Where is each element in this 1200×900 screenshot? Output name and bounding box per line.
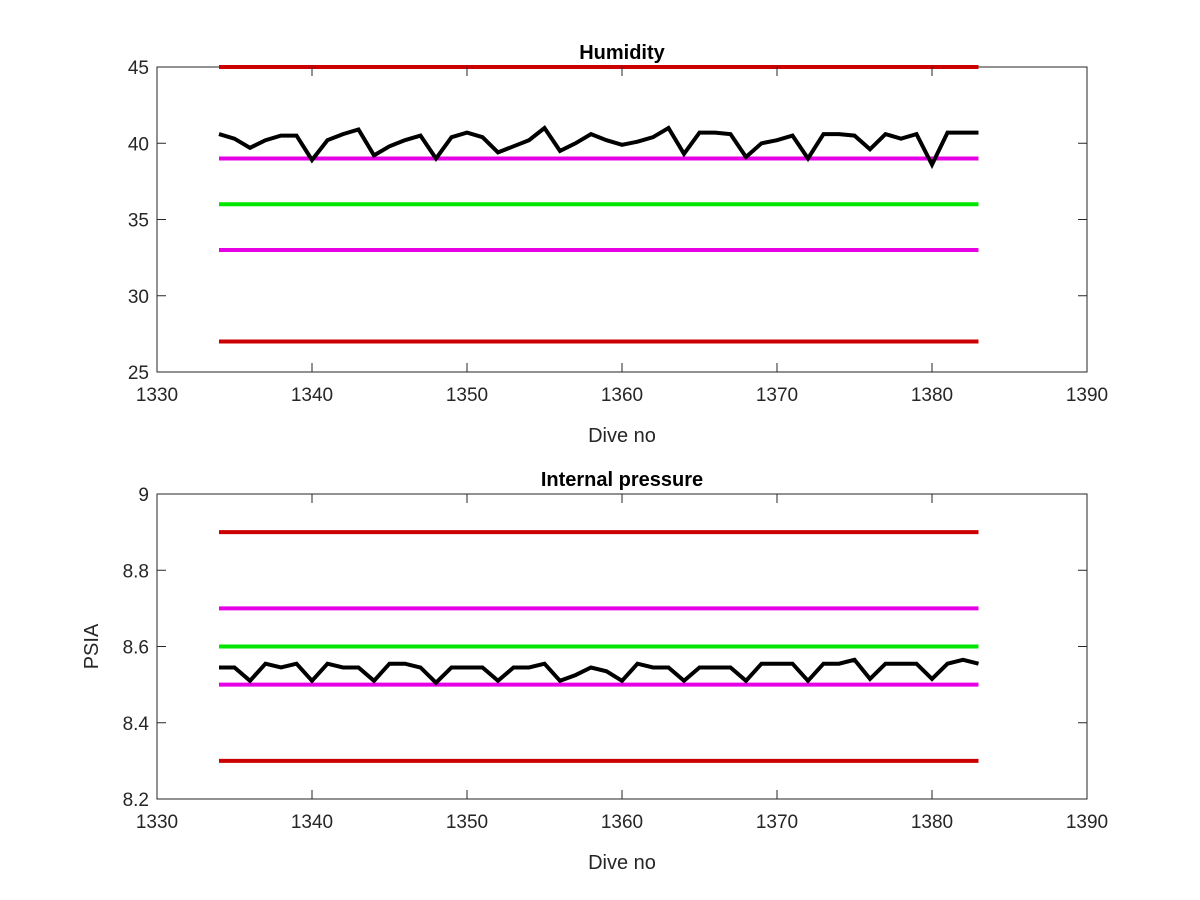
- y-tick-label: 45: [128, 58, 149, 79]
- x-tick-label: 1390: [1066, 812, 1108, 833]
- x-tick-label: 1370: [756, 812, 798, 833]
- x-tick-label: 1370: [756, 385, 798, 406]
- y-tick-label: 40: [128, 134, 149, 155]
- x-tick-label: 1330: [136, 385, 178, 406]
- y-tick-label: 9: [138, 485, 149, 506]
- y-tick-label: 25: [128, 363, 149, 384]
- chart-title: Humidity: [579, 42, 665, 64]
- x-axis-label: Dive no: [588, 852, 656, 874]
- axes-box: [156, 66, 1088, 373]
- x-tick-label: 1380: [911, 385, 953, 406]
- y-tick-label: 30: [128, 287, 149, 308]
- chart-title: Internal pressure: [541, 469, 703, 491]
- x-tick-label: 1350: [446, 812, 488, 833]
- x-tick-label: 1390: [1066, 385, 1108, 406]
- x-tick-label: 1350: [446, 385, 488, 406]
- x-tick-label: 1380: [911, 812, 953, 833]
- data-series-line: [219, 657, 979, 686]
- y-axis-label: PSIA: [81, 623, 103, 669]
- x-tick-label: 1340: [291, 385, 333, 406]
- x-tick-label: 1360: [601, 385, 643, 406]
- y-tick-label: 8.2: [123, 790, 149, 811]
- x-tick-label: 1340: [291, 812, 333, 833]
- y-tick-label: 8.4: [123, 714, 150, 735]
- data-series-line: [218, 125, 979, 170]
- x-axis-label: Dive no: [588, 425, 656, 447]
- x-tick-label: 1360: [601, 812, 643, 833]
- y-tick-label: 8.8: [123, 561, 149, 582]
- y-tick-label: 35: [128, 211, 149, 232]
- internal-pressure-subplot: 1330 1340 1350 1360 1370 1380 1390 8.2 8.4 8.6 8.8…: [81, 469, 1108, 874]
- humidity-subplot: 1330 1340 1350 1360 1370 1380 1390 25 30 35 40 45 Hu…: [128, 42, 1108, 447]
- y-tick-label: 8.6: [123, 638, 149, 659]
- x-tick-label: 1330: [136, 812, 178, 833]
